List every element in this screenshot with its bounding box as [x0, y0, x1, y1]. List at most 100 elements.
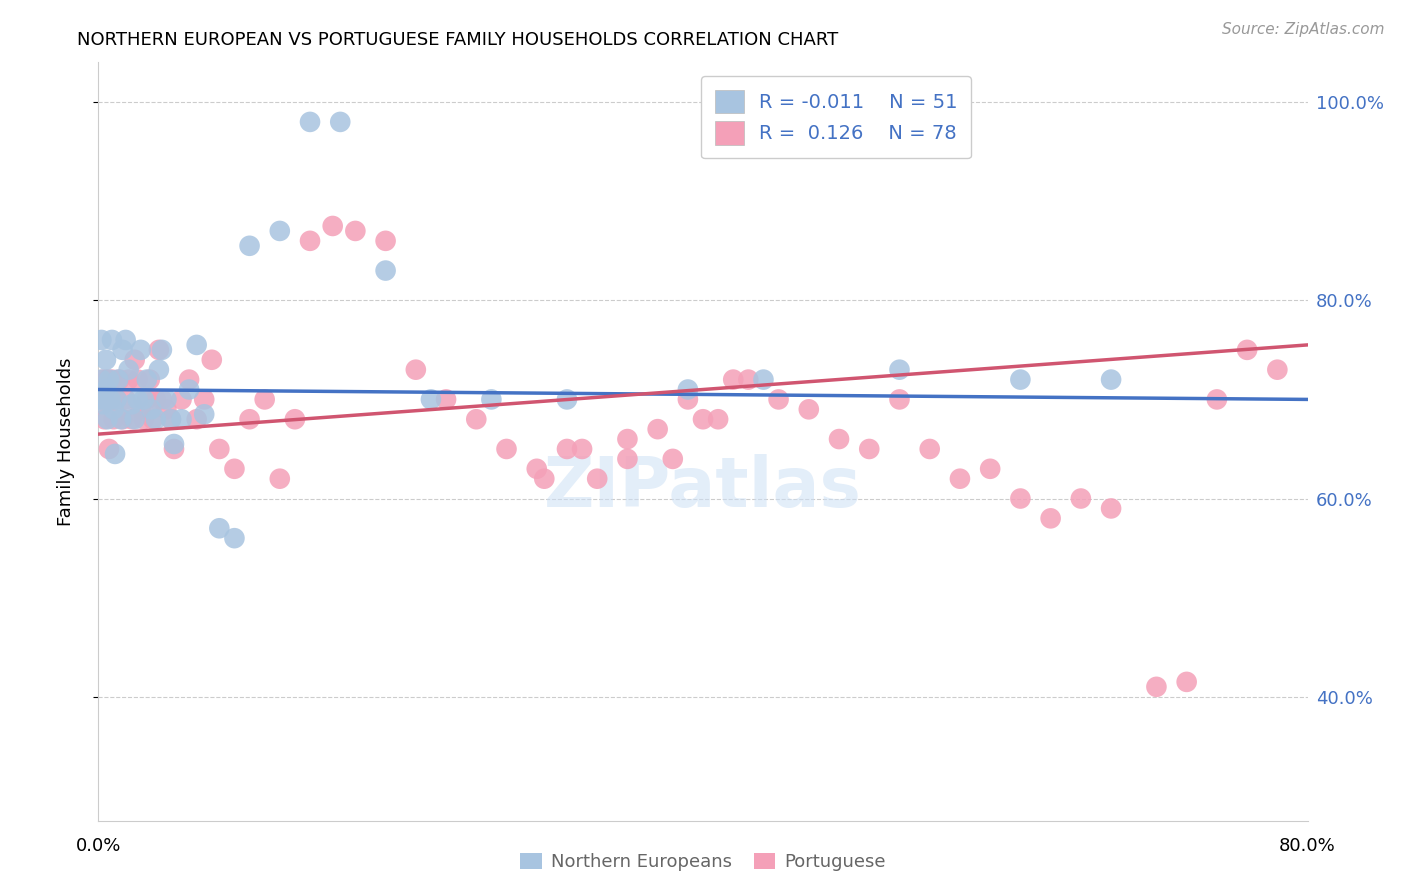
- Point: [949, 472, 972, 486]
- Point: [269, 224, 291, 238]
- Point: [93, 412, 115, 426]
- Point: [555, 442, 578, 456]
- Point: [124, 412, 146, 426]
- Point: [481, 392, 503, 407]
- Point: [495, 442, 517, 456]
- Point: [160, 412, 183, 426]
- Point: [104, 447, 127, 461]
- Point: [465, 412, 488, 426]
- Point: [224, 531, 246, 545]
- Point: [201, 352, 224, 367]
- Point: [616, 451, 638, 466]
- Point: [1010, 491, 1032, 506]
- Point: [160, 412, 183, 426]
- Point: [239, 239, 262, 253]
- Point: [1010, 373, 1032, 387]
- Point: [586, 472, 609, 486]
- Point: [129, 402, 152, 417]
- Point: [105, 392, 128, 407]
- Point: [139, 373, 162, 387]
- Point: [1039, 511, 1062, 525]
- Point: [91, 373, 114, 387]
- Point: [253, 392, 276, 407]
- Point: [555, 392, 578, 407]
- Point: [797, 402, 820, 417]
- Point: [148, 343, 170, 357]
- Point: [114, 392, 136, 407]
- Point: [1099, 373, 1122, 387]
- Point: [374, 263, 396, 277]
- Point: [224, 462, 246, 476]
- Point: [616, 432, 638, 446]
- Point: [979, 462, 1001, 476]
- Point: [132, 392, 155, 407]
- Point: [93, 392, 115, 407]
- Point: [129, 343, 152, 357]
- Point: [118, 373, 141, 387]
- Point: [179, 383, 201, 397]
- Point: [329, 115, 352, 129]
- Point: [98, 442, 121, 456]
- Point: [135, 373, 157, 387]
- Point: [163, 437, 186, 451]
- Point: [141, 402, 163, 417]
- Point: [100, 392, 122, 407]
- Point: [155, 392, 177, 407]
- Point: [179, 373, 201, 387]
- Point: [124, 352, 146, 367]
- Point: [299, 234, 322, 248]
- Point: [692, 412, 714, 426]
- Point: [1175, 674, 1198, 689]
- Point: [91, 397, 114, 411]
- Point: [1267, 362, 1289, 376]
- Point: [150, 392, 173, 407]
- Point: [105, 392, 128, 407]
- Point: [90, 373, 112, 387]
- Point: [1070, 491, 1092, 506]
- Point: [647, 422, 669, 436]
- Point: [1144, 680, 1167, 694]
- Point: [89, 392, 111, 407]
- Point: [752, 373, 775, 387]
- Point: [103, 412, 125, 426]
- Point: [111, 343, 134, 357]
- Point: [322, 219, 344, 233]
- Point: [100, 392, 122, 407]
- Point: [121, 397, 143, 411]
- Point: [111, 412, 134, 426]
- Point: [405, 362, 427, 376]
- Point: [96, 373, 118, 387]
- Point: [889, 362, 911, 376]
- Point: [163, 442, 186, 456]
- Point: [186, 338, 208, 352]
- Point: [94, 352, 117, 367]
- Point: [723, 373, 745, 387]
- Point: [155, 402, 177, 417]
- Point: [1236, 343, 1258, 357]
- Point: [269, 472, 291, 486]
- Point: [828, 432, 851, 446]
- Point: [135, 392, 157, 407]
- Point: [889, 392, 911, 407]
- Point: [98, 373, 121, 387]
- Point: [661, 451, 683, 466]
- Text: NORTHERN EUROPEAN VS PORTUGUESE FAMILY HOUSEHOLDS CORRELATION CHART: NORTHERN EUROPEAN VS PORTUGUESE FAMILY H…: [77, 31, 838, 49]
- Point: [90, 333, 112, 347]
- Point: [94, 383, 117, 397]
- Point: [96, 412, 118, 426]
- Point: [89, 392, 111, 407]
- Point: [148, 362, 170, 376]
- Point: [108, 373, 131, 387]
- Point: [193, 407, 215, 421]
- Text: Source: ZipAtlas.com: Source: ZipAtlas.com: [1222, 22, 1385, 37]
- Point: [768, 392, 790, 407]
- Point: [132, 412, 155, 426]
- Point: [208, 521, 231, 535]
- Point: [170, 392, 193, 407]
- Point: [150, 343, 173, 357]
- Point: [103, 402, 125, 417]
- Legend: R = -0.011    N = 51, R =  0.126    N = 78: R = -0.011 N = 51, R = 0.126 N = 78: [702, 76, 972, 159]
- Point: [284, 412, 307, 426]
- Point: [145, 392, 167, 407]
- Point: [142, 412, 165, 426]
